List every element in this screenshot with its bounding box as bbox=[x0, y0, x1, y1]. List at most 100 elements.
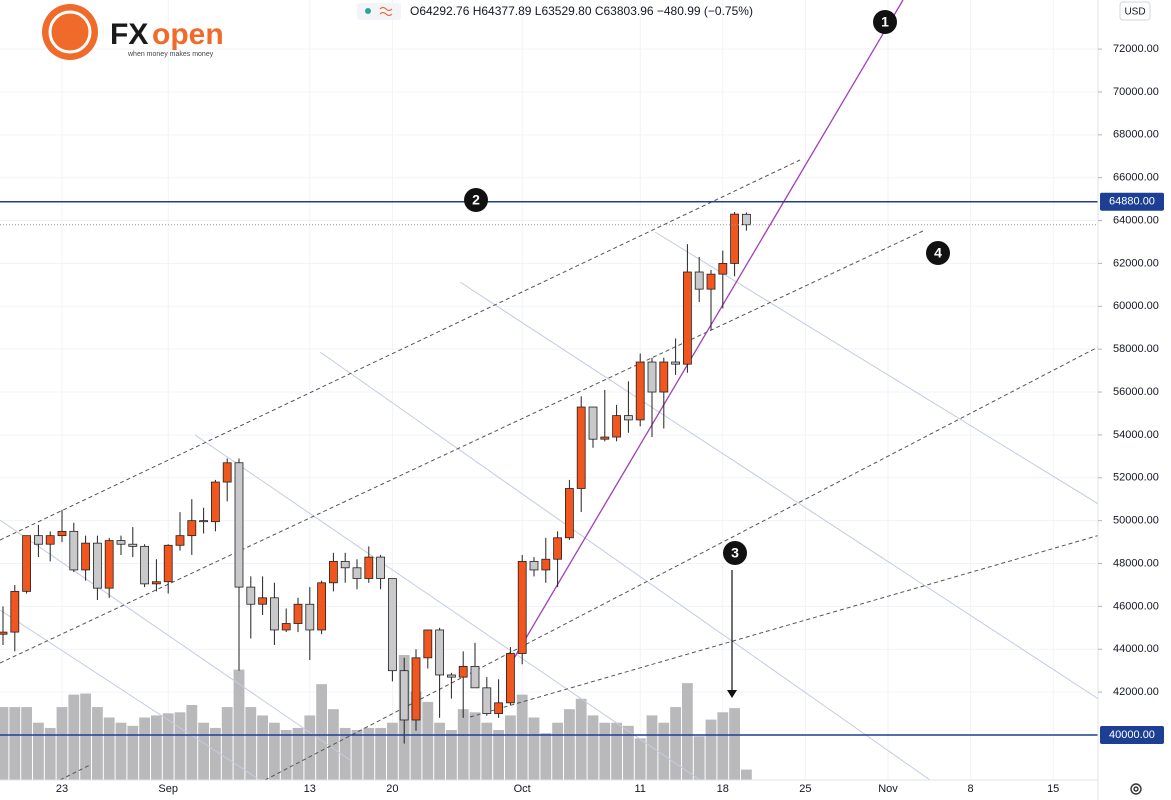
candle-body bbox=[505, 653, 515, 704]
volume-bar bbox=[469, 712, 481, 780]
candle-body bbox=[517, 560, 527, 654]
volume-bar bbox=[44, 727, 56, 780]
candle-body bbox=[10, 590, 20, 633]
volume-bar bbox=[103, 717, 115, 780]
candle-body bbox=[635, 361, 645, 421]
legend-icons[interactable] bbox=[357, 3, 401, 20]
x-tick-label: Nov bbox=[878, 783, 898, 795]
marker bbox=[873, 10, 897, 34]
candle-body bbox=[600, 436, 610, 440]
candle-body bbox=[423, 629, 433, 659]
candle-body bbox=[222, 462, 232, 483]
candle-body bbox=[45, 535, 55, 545]
volume-bar bbox=[575, 698, 587, 780]
volume-bar bbox=[210, 727, 221, 780]
volume-bar bbox=[634, 738, 646, 780]
y-tick-label: 70000.00 bbox=[1113, 86, 1159, 98]
candle-body bbox=[163, 544, 173, 583]
volume-bar bbox=[221, 707, 233, 780]
settings-icon[interactable] bbox=[1130, 783, 1142, 795]
arrow-head bbox=[727, 690, 737, 698]
candle-body bbox=[81, 542, 90, 571]
candle-body bbox=[683, 271, 692, 365]
candle-body bbox=[718, 263, 728, 275]
volume-bar bbox=[375, 727, 386, 780]
volume-bar bbox=[528, 717, 540, 780]
y-tick-label: 66000.00 bbox=[1113, 172, 1159, 184]
channel-line bbox=[0, 159, 801, 541]
volume-bar bbox=[186, 705, 198, 780]
volume-bar bbox=[33, 722, 44, 780]
decline-line bbox=[459, 281, 1098, 700]
candle-body bbox=[269, 597, 279, 631]
volume-bar bbox=[505, 715, 516, 780]
candle-body bbox=[529, 560, 539, 571]
price-label-box bbox=[1100, 192, 1164, 211]
decline-line bbox=[194, 434, 701, 780]
x-tick-label: 11 bbox=[634, 783, 645, 795]
status-dot bbox=[365, 8, 371, 14]
candle-body bbox=[199, 520, 209, 523]
y-tick-label: 64000.00 bbox=[1113, 214, 1159, 226]
volume-bar bbox=[280, 730, 292, 780]
volume-bar bbox=[9, 707, 21, 780]
marker-label: 2 bbox=[472, 192, 480, 208]
volume-bar bbox=[339, 727, 351, 780]
decline-line bbox=[319, 351, 931, 780]
volume-bar bbox=[351, 730, 363, 780]
logo-fx: FX bbox=[110, 18, 148, 51]
volume-bar bbox=[387, 722, 398, 780]
candle-body bbox=[340, 560, 350, 569]
marker bbox=[464, 188, 488, 212]
price-lines: 64880.00 40000.00 bbox=[0, 192, 1164, 744]
candle-body bbox=[742, 213, 751, 226]
candle-body bbox=[588, 406, 598, 440]
volume-bar bbox=[564, 709, 575, 780]
marker bbox=[926, 241, 950, 265]
logo-tagline: when money makes money bbox=[127, 51, 214, 58]
channel-line bbox=[469, 535, 1098, 718]
candle-body bbox=[293, 603, 303, 624]
volume-bar bbox=[233, 669, 245, 780]
volume-bar bbox=[587, 715, 599, 780]
volume-bar bbox=[446, 730, 457, 780]
candle-body bbox=[494, 702, 504, 714]
candles bbox=[0, 211, 751, 744]
x-tick-label: 13 bbox=[304, 783, 316, 795]
volume-bar bbox=[611, 722, 622, 780]
y-tick-label: 62000.00 bbox=[1113, 257, 1159, 269]
candle-body bbox=[57, 530, 67, 537]
volume-bar bbox=[115, 722, 127, 780]
candle-body bbox=[258, 597, 268, 605]
ohlc-legend: O64292.76 H64377.89 L63529.80 C63803.96 … bbox=[410, 4, 753, 18]
volume-bar bbox=[599, 722, 611, 780]
candle-body bbox=[458, 665, 468, 678]
candle-body bbox=[565, 488, 574, 539]
candle-body bbox=[246, 586, 256, 605]
volume-bar bbox=[552, 722, 563, 780]
candle-body bbox=[659, 361, 669, 393]
volume-bar bbox=[729, 708, 740, 780]
trend-line bbox=[509, 0, 904, 666]
volume-bar bbox=[68, 694, 80, 780]
x-tick-label: 15 bbox=[1047, 783, 1059, 795]
volume-bar bbox=[0, 707, 9, 780]
volume-bar bbox=[151, 715, 162, 780]
grid bbox=[0, 0, 1098, 780]
volume-bar bbox=[269, 722, 280, 780]
volume-bar bbox=[174, 712, 186, 780]
volume-bar bbox=[316, 684, 327, 780]
candle-body bbox=[671, 361, 680, 365]
volume-bar bbox=[92, 707, 103, 780]
candle-body bbox=[376, 556, 386, 579]
volume-bar bbox=[162, 713, 174, 780]
currency-box[interactable] bbox=[1119, 1, 1151, 21]
y-tick-label: 50000.00 bbox=[1113, 515, 1159, 527]
volume-bar bbox=[127, 725, 139, 780]
candle-body bbox=[128, 543, 138, 547]
candle-body bbox=[399, 670, 409, 721]
candle-body bbox=[706, 273, 716, 290]
candle-body bbox=[730, 213, 739, 264]
volume-bar bbox=[481, 722, 493, 780]
